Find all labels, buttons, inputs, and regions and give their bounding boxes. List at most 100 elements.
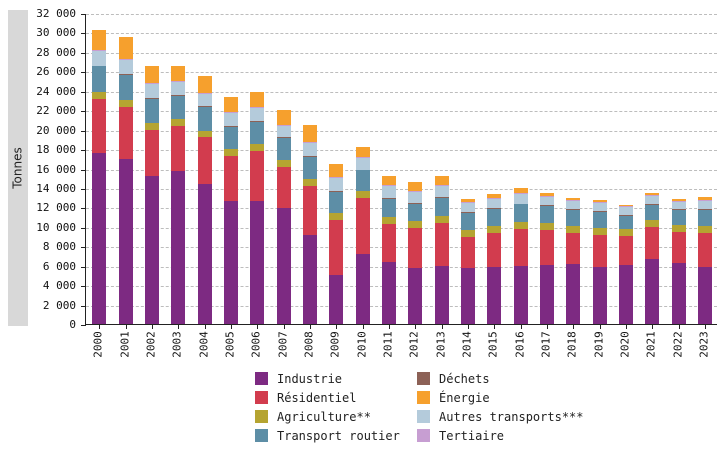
y-axis-title-band: Tonnes (8, 10, 28, 326)
bar-segment-autres-transports (355, 157, 370, 170)
bar-segment-energie (460, 198, 475, 202)
grid-line (86, 169, 717, 171)
bar-segment-residentiel (171, 125, 186, 172)
bar-segment-energie (144, 65, 159, 84)
bar-segment-dechets (513, 203, 528, 205)
bar-segment-autres-transports (566, 200, 581, 210)
bar-segment-transport-routier (592, 212, 607, 228)
legend-item-tertiaire: Tertiaire (417, 426, 584, 445)
plot-area (81, 14, 717, 329)
bar-segment-industrie (250, 200, 265, 324)
legend-item-energie: Énergie (417, 388, 584, 407)
bar-segment-transport-routier (408, 203, 423, 221)
x-tick-label: 2019 (592, 331, 605, 358)
bar-segment-transport-routier (566, 210, 581, 226)
bar-2012 (408, 182, 423, 324)
legend-item-autres-transports: Autres transports*** (417, 407, 584, 426)
bar-segment-transport-routier (697, 210, 712, 226)
bar-2020 (618, 205, 633, 324)
y-tick-label: 22 000 (36, 104, 76, 118)
bar-segment-dechets (566, 209, 581, 211)
x-tick-mark (151, 325, 153, 329)
bar-segment-autres-transports (539, 196, 554, 206)
bar-segment-dechets (671, 209, 686, 211)
bar-segment-autres-transports (697, 200, 712, 210)
bar-segment-energie (329, 163, 344, 178)
bar-segment-agriculture (197, 130, 212, 138)
bar-segment-autres-transports (645, 195, 660, 205)
bar-segment-energie (645, 192, 660, 195)
y-tick-label: 2 000 (42, 298, 76, 312)
x-tick-label: 2021 (644, 331, 658, 358)
bar-segment-autres-transports (460, 202, 475, 213)
legend-swatch (417, 391, 430, 404)
legend-label: Autres transports*** (439, 409, 584, 424)
x-tick-label: 2008 (302, 331, 316, 358)
bar-segment-industrie (487, 266, 502, 324)
bar-segment-autres-transports (408, 191, 423, 203)
bar-segment-autres-transports (302, 143, 317, 156)
bar-segment-agriculture (355, 190, 370, 198)
bar-segment-tertiaire (566, 199, 581, 201)
legend-item-agriculture: Agriculture** (255, 407, 417, 426)
bar-segment-tertiaire (513, 192, 528, 194)
bar-segment-tertiaire (697, 199, 712, 201)
bar-segment-transport-routier (381, 198, 396, 218)
bar-segment-autres-transports (276, 125, 291, 138)
bar-segment-residentiel (329, 220, 344, 276)
bar-2001 (118, 37, 133, 324)
bar-segment-agriculture (618, 228, 633, 236)
bar-segment-dechets (618, 215, 633, 217)
bar-2000 (92, 29, 107, 324)
bar-segment-residentiel (645, 226, 660, 259)
bar-segment-residentiel (223, 155, 238, 201)
bar-segment-residentiel (566, 232, 581, 264)
bar-segment-transport-routier (223, 126, 238, 150)
bar-segment-industrie (302, 234, 317, 324)
legend-swatch (417, 429, 430, 442)
x-tick-mark (309, 325, 311, 329)
bar-segment-dechets (592, 211, 607, 213)
bar-segment-tertiaire (408, 190, 423, 192)
x-tick-mark (230, 325, 232, 329)
y-tick-label: 0 (69, 318, 76, 331)
bar-segment-agriculture (302, 179, 317, 186)
bar-segment-transport-routier (171, 95, 186, 119)
bar-segment-autres-transports (223, 113, 238, 126)
bar-segment-energie (566, 197, 581, 200)
x-tick-mark (283, 325, 285, 329)
bar-segment-transport-routier (197, 107, 212, 131)
bar-segment-tertiaire (171, 81, 186, 83)
bar-segment-industrie (118, 158, 133, 324)
bar-segment-energie (539, 192, 554, 196)
y-tick-label: 24 000 (36, 84, 76, 98)
x-tick-label: 2006 (249, 331, 263, 358)
x-tick-mark (678, 325, 680, 329)
x-tick-mark (625, 325, 627, 329)
bar-segment-dechets (144, 97, 159, 99)
bar-segment-energie (592, 199, 607, 202)
bar-segment-industrie (144, 176, 159, 324)
legend-swatch (417, 372, 430, 385)
bar-segment-residentiel (355, 197, 370, 255)
grid-line (86, 91, 717, 93)
bar-segment-residentiel (697, 232, 712, 267)
y-tick-label: 30 000 (36, 26, 76, 40)
legend-label: Agriculture** (277, 409, 371, 424)
bar-segment-transport-routier (460, 213, 475, 230)
bar-segment-tertiaire (92, 49, 107, 51)
bar-segment-industrie (697, 266, 712, 324)
x-tick-label: 2004 (197, 331, 210, 358)
y-tick-label: 16 000 (36, 162, 76, 176)
bar-segment-autres-transports (197, 93, 212, 107)
grid-line (86, 188, 717, 190)
bar-segment-dechets (118, 74, 133, 76)
bar-segment-residentiel (539, 229, 554, 265)
bar-segment-dechets (329, 190, 344, 192)
bar-segment-agriculture (381, 217, 396, 224)
bar-segment-residentiel (513, 228, 528, 266)
bar-2013 (434, 176, 449, 324)
x-tick-label: 2010 (355, 331, 368, 358)
grid-line (86, 305, 717, 307)
bar-2009 (329, 163, 344, 324)
